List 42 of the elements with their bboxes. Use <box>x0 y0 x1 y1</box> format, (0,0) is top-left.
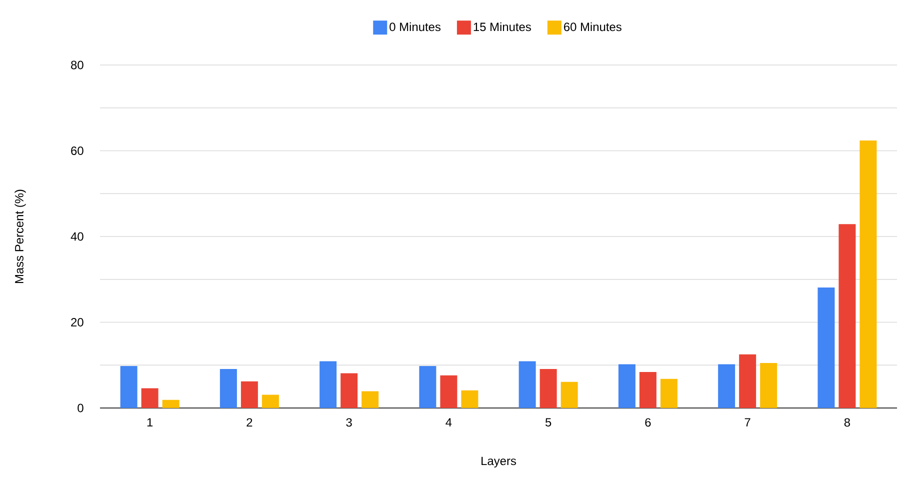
bar <box>818 288 835 408</box>
bar <box>518 361 536 408</box>
bar <box>838 224 856 408</box>
bar <box>240 381 258 408</box>
x-tick-label: 8 <box>844 418 850 427</box>
bar <box>141 388 158 408</box>
bar <box>639 372 656 408</box>
x-tick-label: 5 <box>545 418 552 427</box>
y-tick-label: 0 <box>78 404 84 412</box>
legend-label: 60 Minutes <box>564 22 622 32</box>
x-tick-label: 4 <box>446 418 452 426</box>
x-tick-label: 7 <box>744 418 750 426</box>
bar <box>860 140 877 408</box>
bar <box>540 368 557 408</box>
bar <box>660 378 678 408</box>
x-tick-label: 3 <box>346 418 352 427</box>
y-tick-label: 60 <box>71 146 84 155</box>
bar <box>262 394 279 408</box>
legend-label: 15 Minutes <box>474 22 531 32</box>
bar <box>618 364 636 408</box>
y-axis-title: Mass Percent (%) <box>14 190 26 284</box>
bar <box>120 366 138 408</box>
y-tick-label: 20 <box>71 318 84 326</box>
bar <box>162 400 180 408</box>
bar <box>440 375 458 408</box>
x-tick-label: 6 <box>645 418 651 427</box>
bar <box>362 391 379 408</box>
bar <box>419 366 436 408</box>
bar <box>340 373 358 408</box>
bar <box>718 364 736 408</box>
y-tick-label: 40 <box>70 232 84 241</box>
x-tick-label: 2 <box>246 418 252 427</box>
bar <box>220 368 237 408</box>
x-axis-title: Layers <box>482 456 516 468</box>
x-tick-label: 1 <box>147 418 153 426</box>
bar <box>739 354 756 408</box>
legend-label: 0 Minutes <box>390 22 441 32</box>
bar <box>560 382 578 408</box>
y-tick-label: 80 <box>71 60 84 70</box>
bar <box>461 390 478 408</box>
bar <box>760 362 778 408</box>
bar <box>320 361 337 408</box>
